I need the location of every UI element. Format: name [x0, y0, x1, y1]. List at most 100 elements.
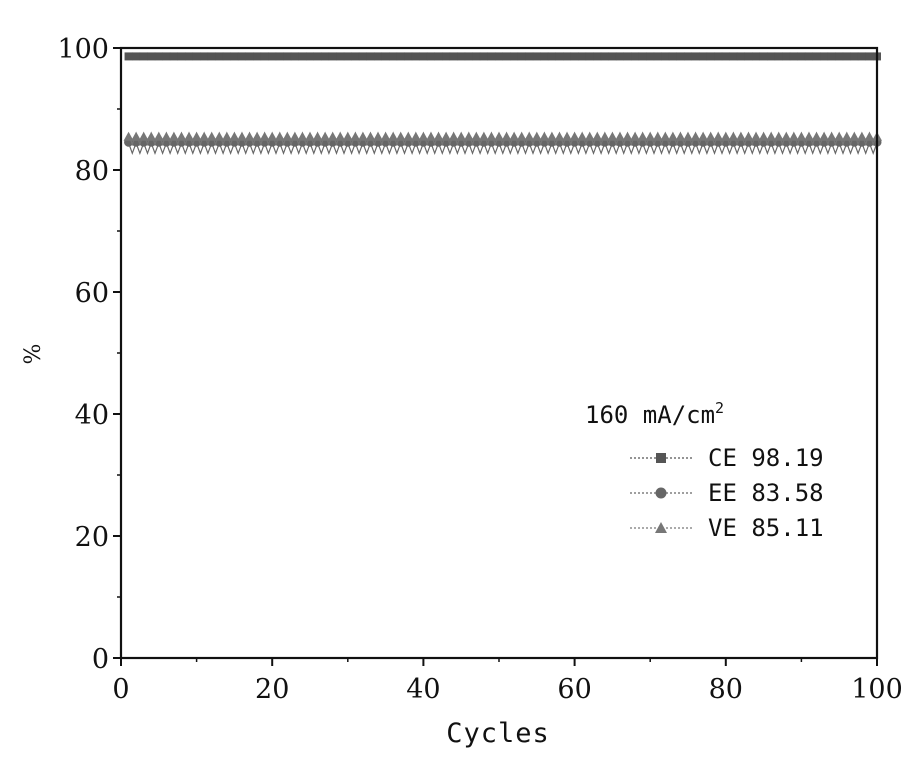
data-point [706, 52, 715, 61]
data-point [351, 52, 360, 61]
data-point [222, 52, 231, 61]
data-point [841, 131, 852, 141]
data-point [283, 52, 292, 61]
data-point [615, 52, 624, 61]
data-point [623, 52, 632, 61]
data-point [464, 52, 473, 61]
data-point [842, 52, 851, 61]
data-point [857, 52, 866, 61]
data-point [381, 52, 390, 61]
data-point [471, 131, 482, 141]
y-tick-label: 100 [57, 34, 109, 65]
data-point [229, 131, 240, 141]
data-point [168, 131, 179, 141]
data-point [274, 131, 285, 141]
y-tick-label: 40 [75, 400, 109, 431]
data-point [811, 131, 822, 141]
data-point [199, 131, 210, 141]
data-point [478, 131, 489, 141]
data-point [684, 52, 692, 61]
data-point [388, 131, 399, 141]
data-point [698, 131, 709, 141]
data-point [699, 52, 708, 61]
data-point [577, 131, 588, 141]
data-point [456, 131, 467, 141]
data-point [752, 52, 761, 61]
data-point [230, 52, 239, 61]
data-point [206, 131, 217, 141]
data-point [774, 52, 783, 61]
data-point [766, 131, 777, 141]
data-point [714, 52, 723, 61]
data-point [569, 131, 580, 141]
data-point [570, 52, 579, 61]
data-point [448, 131, 459, 141]
data-point [690, 131, 701, 141]
legend-marker [655, 522, 667, 533]
x-tick-label: 20 [255, 674, 289, 705]
data-point [856, 131, 867, 141]
data-point [147, 52, 156, 61]
data-point [796, 131, 807, 141]
data-point [773, 131, 784, 141]
data-point [630, 131, 641, 141]
series-layer [123, 52, 882, 156]
data-point [622, 131, 633, 141]
data-point [532, 52, 541, 61]
legend-title-superscript: 2 [715, 399, 724, 417]
data-point [162, 52, 171, 61]
axes-layer: 0 20 40 60 80 100 0 20 40 60 80 100 [57, 34, 902, 705]
data-point [403, 131, 414, 141]
data-point [275, 52, 284, 61]
legend: 160 mA/cm2 CE 98.19 EE 83.58 VE 85.11 [585, 399, 824, 542]
data-point [585, 52, 594, 61]
data-point [312, 131, 323, 141]
data-point [306, 52, 314, 61]
data-point [631, 52, 640, 61]
data-point [411, 52, 420, 61]
data-point [546, 131, 557, 141]
data-point [502, 52, 511, 61]
data-point [676, 52, 685, 61]
data-point [835, 52, 844, 61]
data-point [214, 131, 225, 141]
data-point [608, 52, 617, 61]
data-point [191, 131, 202, 141]
data-point [531, 131, 542, 141]
data-point [410, 131, 421, 141]
data-point [661, 52, 670, 61]
data-point [667, 131, 678, 141]
data-point [812, 52, 821, 61]
data-point [865, 52, 874, 61]
data-point [600, 52, 609, 61]
data-point [539, 131, 550, 141]
data-point [426, 52, 435, 61]
data-point [260, 52, 269, 61]
data-point [161, 131, 172, 141]
legend-label: EE 83.58 [708, 479, 824, 507]
data-point [607, 131, 618, 141]
data-point [820, 52, 829, 61]
data-point [743, 131, 754, 141]
legend-marker [656, 453, 666, 463]
data-point [139, 52, 148, 61]
data-point [509, 131, 520, 141]
data-point [169, 52, 178, 61]
data-point [185, 52, 194, 61]
data-point [153, 131, 164, 141]
data-point [555, 52, 564, 61]
data-point [781, 131, 792, 141]
data-point [457, 52, 466, 61]
data-point [259, 131, 270, 141]
data-point [735, 131, 746, 141]
x-tick-label: 0 [112, 674, 129, 705]
legend-entry: VE 85.11 [630, 514, 824, 542]
data-point [433, 131, 444, 141]
data-point [192, 52, 201, 61]
y-axis-title: % [21, 344, 46, 365]
data-point [495, 52, 503, 61]
data-point [335, 131, 346, 141]
data-point [389, 52, 398, 61]
data-point [720, 131, 731, 141]
data-point [767, 52, 776, 61]
